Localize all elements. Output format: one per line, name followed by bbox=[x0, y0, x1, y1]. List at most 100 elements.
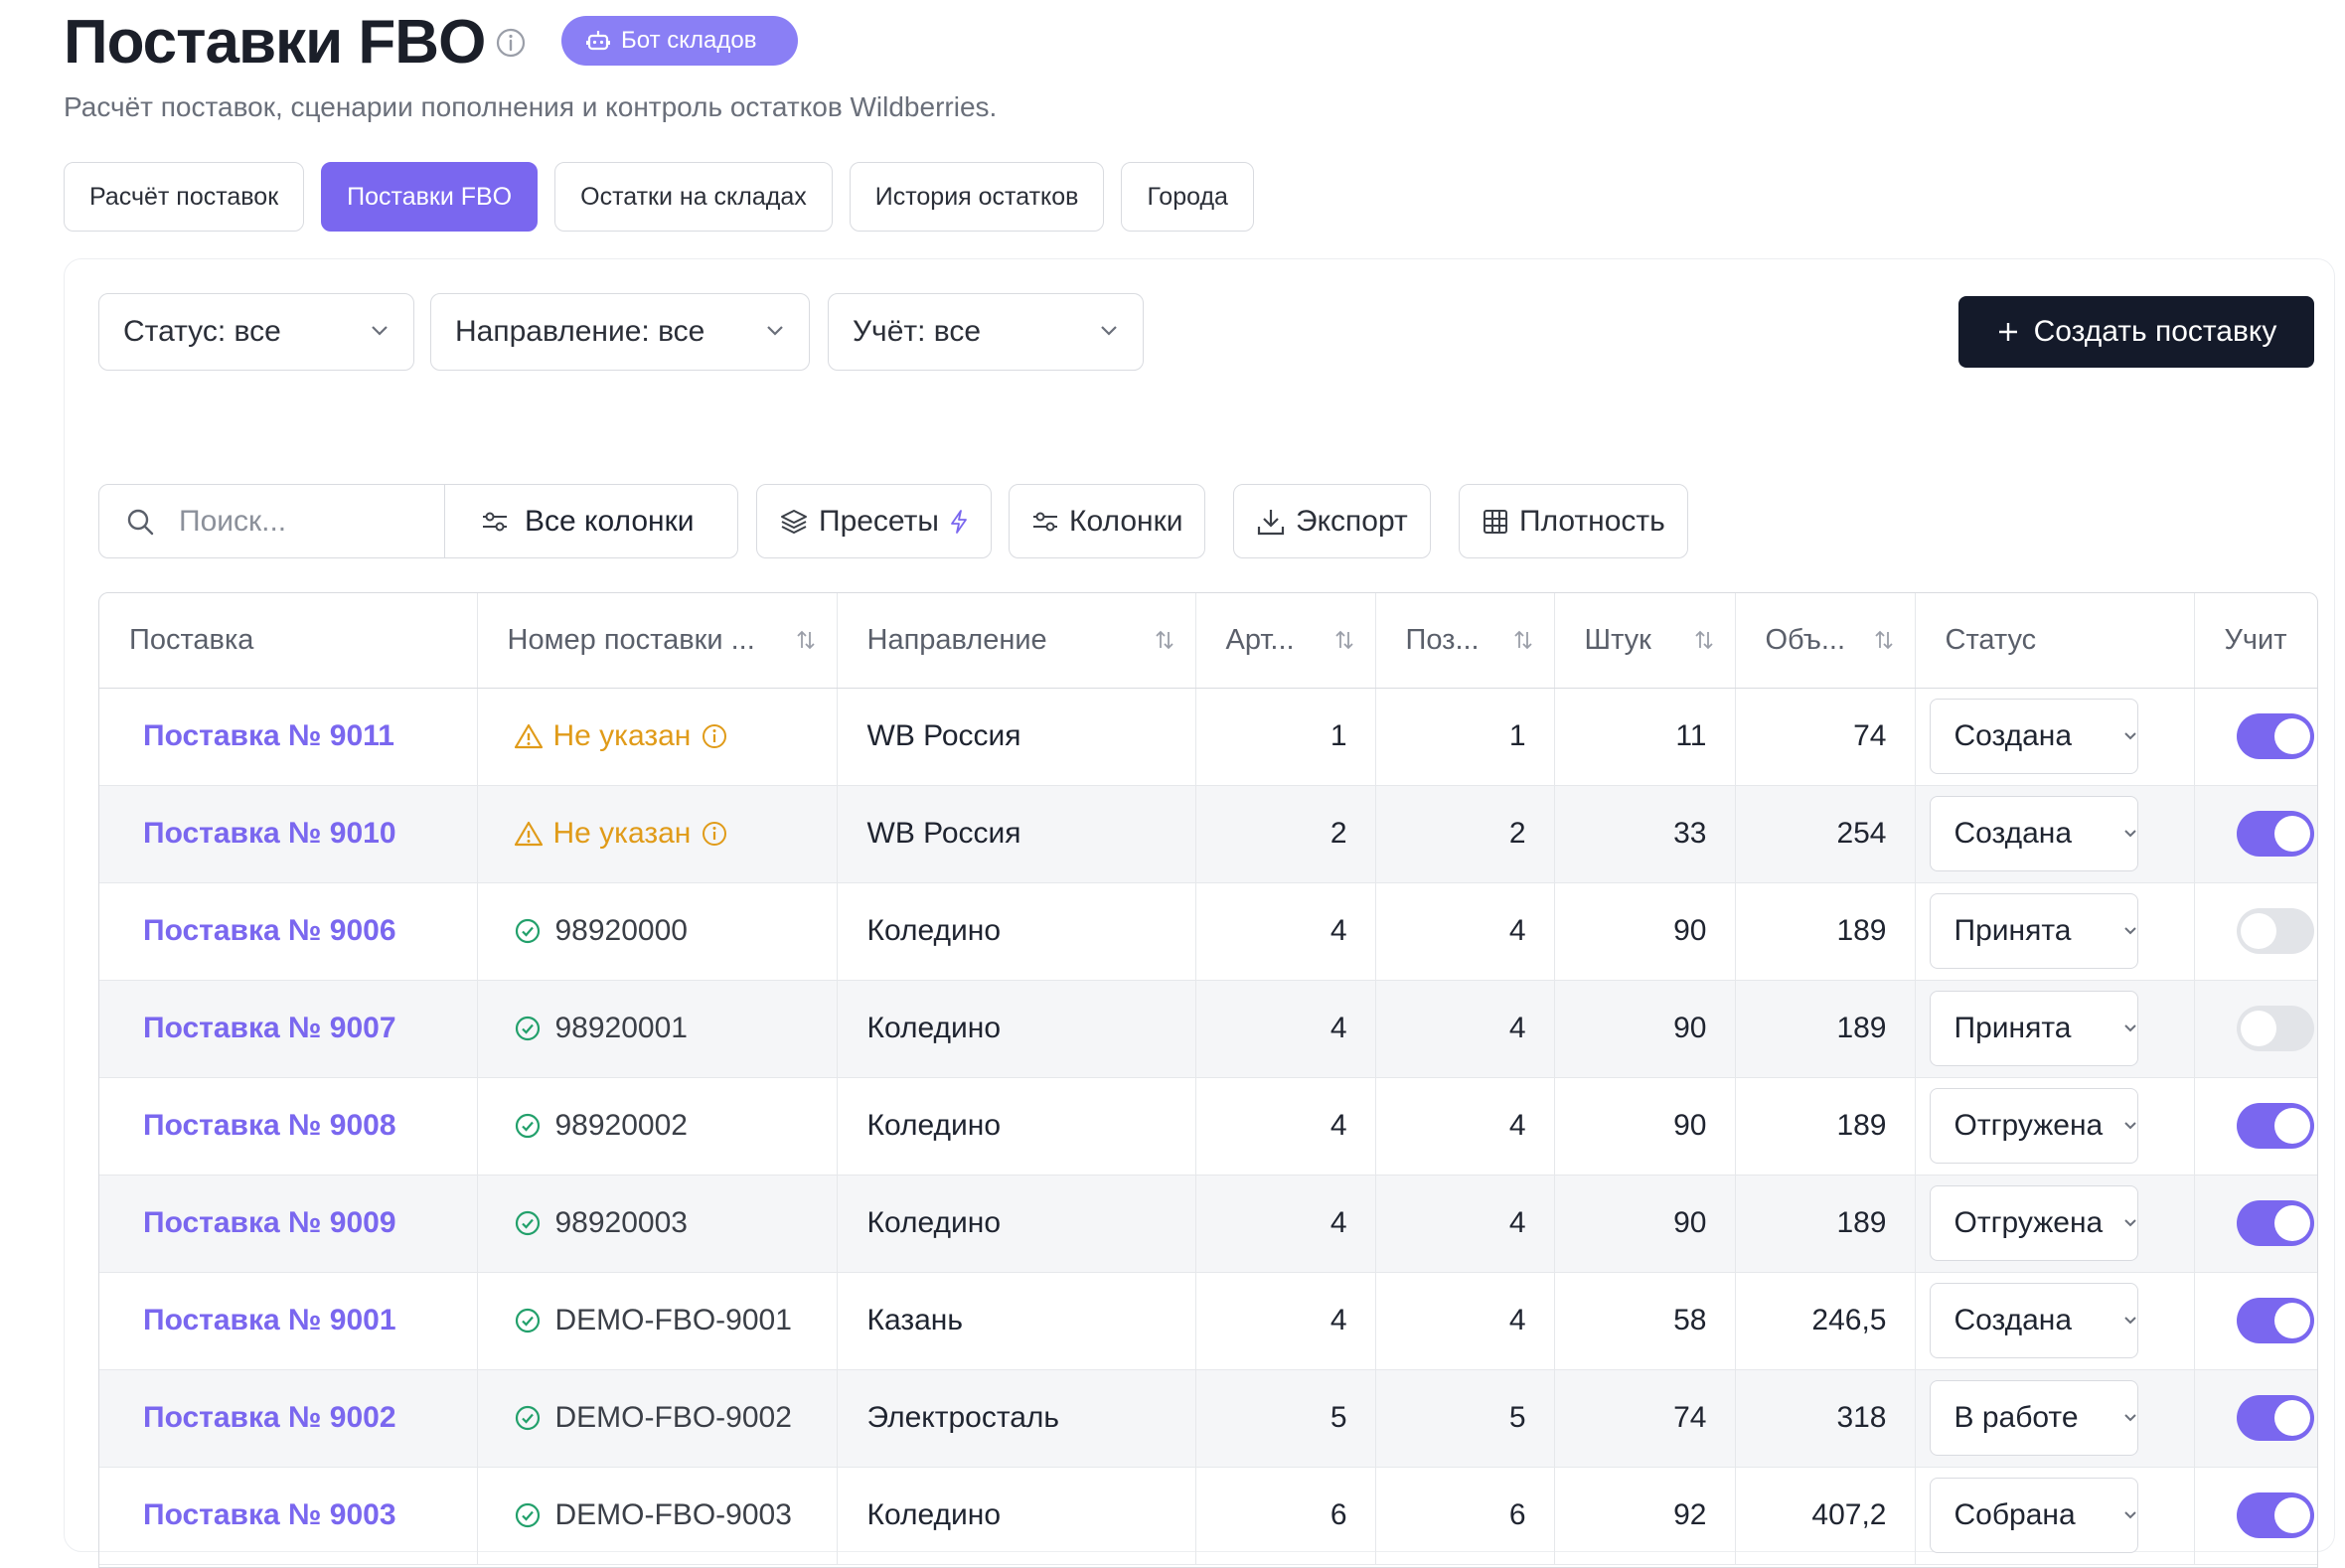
tab-cities[interactable]: Города bbox=[1121, 162, 1254, 232]
column-header-accounting[interactable]: Учит bbox=[2194, 593, 2317, 689]
status-select[interactable]: Отгружена bbox=[1929, 1088, 2138, 1164]
sort-icon[interactable] bbox=[1333, 629, 1355, 651]
status-value: Отгружена bbox=[1954, 1206, 2104, 1239]
sort-icon[interactable] bbox=[795, 629, 817, 651]
column-header-number[interactable]: Номер поставки ... bbox=[477, 593, 838, 689]
tab-warehouse-stock[interactable]: Остатки на складах bbox=[554, 162, 833, 232]
status-value: В работе bbox=[1954, 1401, 2079, 1434]
supply-link[interactable]: Поставка № 9002 bbox=[99, 1369, 478, 1468]
volume-cell: 74 bbox=[1735, 688, 1916, 786]
column-header-supply[interactable]: Поставка bbox=[99, 593, 478, 689]
accounting-toggle[interactable] bbox=[2236, 1395, 2314, 1441]
lightning-icon bbox=[951, 509, 967, 534]
bot-icon bbox=[586, 31, 610, 51]
info-icon[interactable] bbox=[701, 820, 728, 848]
column-header-articles[interactable]: Арт... bbox=[1195, 593, 1376, 689]
direction-cell: Электросталь bbox=[837, 1369, 1196, 1468]
accounting-filter-select[interactable]: Учёт: все bbox=[828, 293, 1144, 371]
supply-link[interactable]: Поставка № 9010 bbox=[99, 785, 478, 883]
status-select[interactable]: Создана bbox=[1929, 796, 2138, 871]
status-select[interactable]: В работе bbox=[1929, 1380, 2138, 1456]
table-row[interactable]: Поставка № 9008 98920002 Коледино 4 4 90 189 От… bbox=[99, 1077, 2317, 1176]
supply-number: DEMO-FBO-9002 bbox=[554, 1401, 792, 1434]
supply-link[interactable]: Поставка № 9009 bbox=[99, 1175, 478, 1273]
quantity-cell: 74 bbox=[1554, 1369, 1736, 1468]
export-button[interactable]: Экспорт bbox=[1233, 484, 1431, 558]
accounting-cell bbox=[2194, 785, 2317, 883]
column-header-volume[interactable]: Объ... bbox=[1735, 593, 1916, 689]
all-columns-button[interactable]: Все колонки bbox=[445, 485, 695, 557]
table-row[interactable]: Поставка № 9006 98920000 Коледино 4 4 90 189 Пр… bbox=[99, 882, 2317, 981]
supply-link[interactable]: Поставка № 9008 bbox=[99, 1077, 478, 1176]
warning-icon bbox=[514, 821, 543, 847]
direction-cell: Казань bbox=[837, 1272, 1196, 1370]
accounting-toggle[interactable] bbox=[2236, 1103, 2314, 1149]
volume-cell: 189 bbox=[1735, 980, 1916, 1078]
create-supply-button[interactable]: Создать поставку bbox=[1958, 296, 2314, 368]
tab-fbo-supplies[interactable]: Поставки FBO bbox=[321, 162, 539, 232]
check-circle-icon bbox=[515, 918, 540, 944]
table-row[interactable]: Поставка № 9007 98920001 Коледино 4 4 90 189 Пр… bbox=[99, 980, 2317, 1078]
accounting-toggle[interactable] bbox=[2236, 1492, 2314, 1538]
articles-cell: 4 bbox=[1195, 1175, 1376, 1273]
bot-warehouses-button[interactable]: Бот складов bbox=[561, 16, 798, 66]
columns-button[interactable]: Колонки bbox=[1009, 484, 1206, 558]
quantity-cell: 90 bbox=[1554, 1175, 1736, 1273]
status-cell: Отгружена bbox=[1915, 1077, 2195, 1176]
status-select[interactable]: Собрана bbox=[1929, 1478, 2138, 1553]
direction-cell: Коледино bbox=[837, 1175, 1196, 1273]
column-header-quantity[interactable]: Штук bbox=[1554, 593, 1736, 689]
sort-icon[interactable] bbox=[1873, 629, 1895, 651]
table-row[interactable]: Поставка № 9009 98920003 Коледино 4 4 90 189 От… bbox=[99, 1175, 2317, 1273]
articles-cell: 6 bbox=[1195, 1467, 1376, 1565]
volume-cell: 407,2 bbox=[1735, 1467, 1916, 1565]
tab-stock-history[interactable]: История остатков bbox=[849, 162, 1105, 232]
supply-link[interactable]: Поставка № 9003 bbox=[99, 1467, 478, 1565]
supply-link[interactable]: Поставка № 9006 bbox=[99, 882, 478, 981]
presets-label: Пресеты bbox=[819, 504, 939, 538]
status-select[interactable]: Отгружена bbox=[1929, 1185, 2138, 1261]
chevron-down-icon bbox=[2123, 1511, 2136, 1519]
status-select[interactable]: Принята bbox=[1929, 893, 2138, 969]
direction-filter-select[interactable]: Направление: все bbox=[430, 293, 810, 371]
table-row[interactable]: Поставка № 9002 DEMO-FBO-9002 Электросталь… bbox=[99, 1369, 2317, 1468]
accounting-toggle[interactable] bbox=[2236, 713, 2314, 759]
supply-number: 98920000 bbox=[554, 914, 688, 947]
info-icon[interactable] bbox=[701, 722, 728, 750]
quantity-cell: 58 bbox=[1554, 1272, 1736, 1370]
check-circle-icon bbox=[515, 1113, 540, 1139]
status-value: Отгружена bbox=[1954, 1109, 2104, 1142]
supply-link[interactable]: Поставка № 9001 bbox=[99, 1272, 478, 1370]
info-icon[interactable] bbox=[495, 27, 527, 59]
status-select[interactable]: Создана bbox=[1929, 699, 2138, 774]
table-row[interactable]: Поставка № 9011 Не указан WB Россия 1 1 11 74 С… bbox=[99, 688, 2317, 786]
accounting-toggle[interactable] bbox=[2236, 811, 2314, 857]
search-input[interactable] bbox=[177, 503, 409, 540]
accounting-toggle[interactable] bbox=[2236, 1006, 2314, 1051]
table-row[interactable]: Поставка № 9003 DEMO-FBO-9003 Коледино 6 6 92… bbox=[99, 1467, 2317, 1565]
accounting-toggle[interactable] bbox=[2236, 1298, 2314, 1343]
column-header-positions[interactable]: Поз... bbox=[1375, 593, 1555, 689]
status-filter-select[interactable]: Статус: все bbox=[98, 293, 414, 371]
sort-icon[interactable] bbox=[1512, 629, 1534, 651]
supply-number-missing: Не указан bbox=[552, 719, 692, 752]
all-columns-label: Все колонки bbox=[525, 504, 695, 538]
toggle-knob bbox=[2273, 1205, 2310, 1241]
accounting-toggle[interactable] bbox=[2236, 1200, 2314, 1246]
accounting-toggle[interactable] bbox=[2236, 908, 2314, 954]
supply-link[interactable]: Поставка № 9007 bbox=[99, 980, 478, 1078]
sort-icon[interactable] bbox=[1693, 629, 1715, 651]
sort-icon[interactable] bbox=[1154, 629, 1175, 651]
density-button[interactable]: Плотность bbox=[1459, 484, 1688, 558]
table-row[interactable]: Поставка № 9010 Не указан WB Россия 2 2 33 254… bbox=[99, 785, 2317, 883]
accounting-cell bbox=[2194, 688, 2317, 786]
column-header-status[interactable]: Статус bbox=[1915, 593, 2195, 689]
supply-link[interactable]: Поставка № 9011 bbox=[99, 688, 478, 786]
status-select[interactable]: Создана bbox=[1929, 1283, 2138, 1358]
accounting-cell bbox=[2194, 1369, 2317, 1468]
status-select[interactable]: Принята bbox=[1929, 991, 2138, 1066]
presets-button[interactable]: Пресеты bbox=[756, 484, 992, 558]
table-row[interactable]: Поставка № 9001 DEMO-FBO-9001 Казань 4 4 58 24… bbox=[99, 1272, 2317, 1370]
column-header-direction[interactable]: Направление bbox=[837, 593, 1196, 689]
tab-supply-calculation[interactable]: Расчёт поставок bbox=[64, 162, 305, 232]
